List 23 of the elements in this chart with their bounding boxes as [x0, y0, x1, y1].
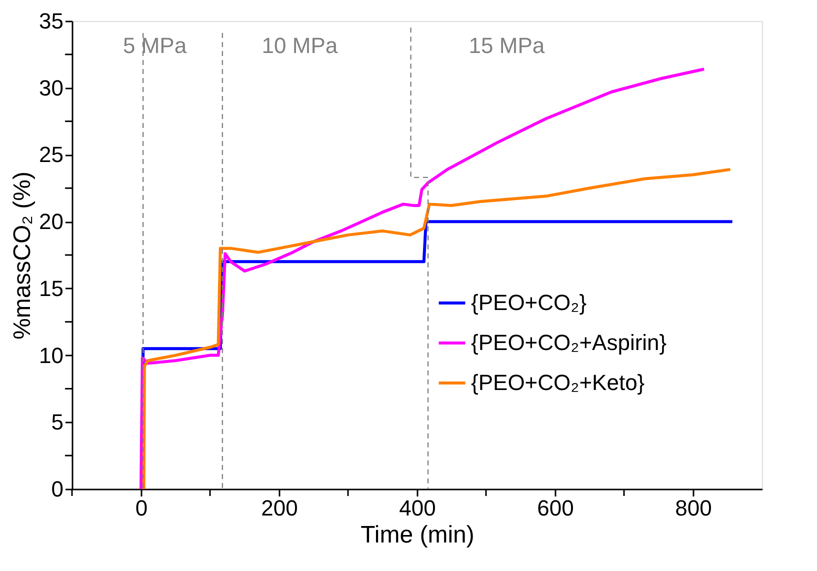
legend-label: {PEO+CO₂+Aspirin}: [471, 330, 667, 355]
x-tick-label: 800: [675, 496, 712, 520]
x-axis-title: Time (min): [360, 522, 474, 548]
y-tick-label: 35: [39, 8, 64, 34]
y-axis-title: %massCO₂ (%): [9, 172, 36, 340]
line-series: [142, 168, 732, 490]
line-series: [140, 68, 706, 490]
y-tick-label: 0: [51, 476, 64, 502]
x-tick-label: 600: [537, 496, 574, 520]
annotation: 5 MPa: [123, 33, 188, 58]
y-tick-label: 30: [39, 75, 64, 100]
x-tick-label: 400: [399, 496, 436, 520]
legend-label: {PEO+CO₂}: [471, 290, 587, 315]
y-tick-label: 15: [39, 276, 64, 301]
annotation: 15 MPa: [468, 33, 546, 58]
x-tick-label: 200: [261, 496, 298, 520]
x-tick-label: 0: [135, 496, 148, 520]
y-tick-label: 25: [39, 142, 64, 168]
annotation: 10 MPa: [262, 33, 338, 58]
y-tick-label: 10: [39, 342, 64, 368]
y-tick-label: 5: [51, 410, 64, 435]
legend-label: {PEO+CO₂+Keto}: [471, 370, 645, 395]
y-tick-label: 20: [39, 209, 64, 234]
